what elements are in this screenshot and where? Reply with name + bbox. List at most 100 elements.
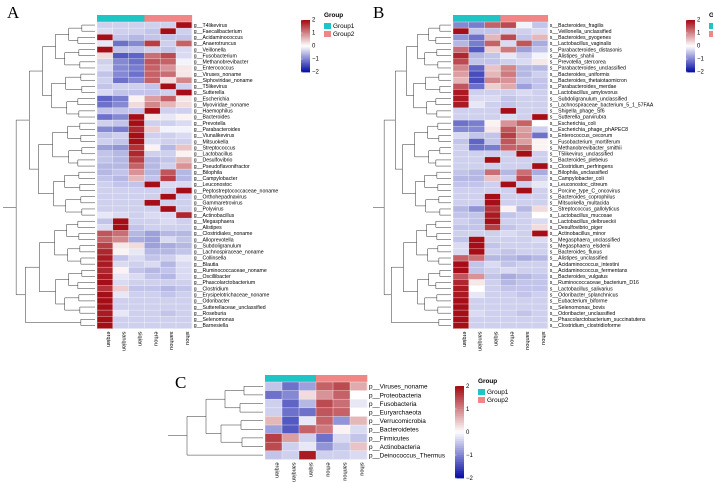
heatmap-cell bbox=[176, 291, 193, 299]
colorbar-segment bbox=[455, 468, 464, 472]
row-label: g__Fusobacterium bbox=[194, 53, 237, 59]
legend-title: Group bbox=[478, 378, 497, 385]
heatmap-cell bbox=[484, 138, 501, 145]
heatmap-cell bbox=[128, 303, 145, 311]
heatmap-cell bbox=[112, 64, 129, 72]
heatmap-cell bbox=[176, 218, 193, 225]
heatmap-cell bbox=[333, 407, 351, 417]
row-label: s__Acidaminococcus_intestini bbox=[550, 262, 619, 268]
heatmap-cell bbox=[484, 224, 501, 231]
heatmap-cell bbox=[176, 46, 193, 53]
colorbar-segment bbox=[301, 23, 310, 26]
heatmap-cell bbox=[144, 107, 161, 115]
colorbar-segment bbox=[455, 461, 464, 465]
heatmap-cell bbox=[468, 22, 485, 29]
colorbar-segment bbox=[686, 48, 695, 51]
heatmap-cell bbox=[176, 224, 193, 231]
colorbar-segment bbox=[686, 65, 695, 68]
heatmap-cell bbox=[500, 316, 517, 323]
legend-swatch-group2 bbox=[478, 397, 485, 403]
heatmap-cell bbox=[484, 150, 501, 158]
heatmap-cell bbox=[144, 22, 161, 29]
heatmap-cell bbox=[468, 297, 485, 305]
heatmap-cell bbox=[532, 113, 549, 121]
heatmap-cell bbox=[97, 77, 114, 84]
heatmap-cell bbox=[144, 34, 161, 41]
heatmap-cell bbox=[144, 181, 161, 188]
heatmap-cell bbox=[144, 224, 161, 231]
heatmap-cell bbox=[282, 425, 300, 434]
heatmap-cell bbox=[468, 303, 485, 311]
colorbar-segment bbox=[301, 39, 310, 42]
heatmap-cell bbox=[112, 224, 129, 231]
heatmap-cell bbox=[128, 71, 145, 78]
heatmap-cell bbox=[468, 95, 485, 102]
heatmap-cell bbox=[112, 273, 129, 280]
heatmap-cell bbox=[128, 248, 145, 256]
heatmap-cell bbox=[97, 236, 114, 243]
heatmap-cell bbox=[176, 22, 193, 29]
heatmap-cell bbox=[112, 113, 129, 121]
heatmap-cell bbox=[128, 156, 145, 164]
colorbar-segment bbox=[301, 42, 310, 44]
column-label: erqian bbox=[105, 332, 111, 348]
heatmap-cell bbox=[453, 89, 470, 96]
heatmap-cell bbox=[453, 101, 470, 109]
heatmap-cell bbox=[516, 273, 533, 280]
colorbar-segment bbox=[455, 418, 464, 421]
row-label: g__Campylobacter bbox=[194, 176, 238, 182]
row-dendrogram bbox=[373, 24, 451, 326]
heatmap-cell bbox=[97, 64, 114, 72]
heatmap-cell bbox=[160, 212, 177, 219]
heatmap-cell bbox=[160, 181, 177, 188]
heatmap-cell bbox=[468, 89, 485, 96]
heatmap-cell bbox=[468, 205, 485, 213]
heatmap-cell bbox=[97, 279, 114, 286]
heatmap-cell bbox=[516, 132, 533, 139]
heatmap-cell bbox=[532, 22, 549, 29]
colorbar: 2 1 0 −1 −2 bbox=[455, 384, 474, 482]
group-annotation-cell bbox=[144, 15, 161, 22]
heatmap-cell bbox=[453, 291, 470, 299]
heatmap-cell bbox=[516, 248, 533, 256]
colorbar-tick-label: 1 bbox=[697, 31, 701, 37]
heatmap-cell bbox=[532, 156, 549, 164]
colorbar: 2 1 0 −1 −2 bbox=[686, 18, 705, 76]
heatmap-cell bbox=[453, 120, 470, 127]
colorbar-segment bbox=[455, 475, 464, 479]
heatmap-cell bbox=[532, 248, 549, 256]
heatmap-cell bbox=[350, 433, 368, 443]
colorbar-segment bbox=[686, 31, 695, 34]
heatmap-cell bbox=[144, 52, 161, 60]
row-label: s__Bacteroides_fluxus bbox=[550, 250, 603, 256]
heatmap-cell bbox=[160, 236, 177, 243]
heatmap-cell bbox=[112, 77, 129, 84]
legend-swatch-group2 bbox=[709, 31, 713, 37]
heatmap-cell bbox=[484, 83, 501, 90]
row-label: s__Escherichia_coli bbox=[550, 121, 596, 127]
heatmap-cell bbox=[265, 433, 283, 443]
heatmap-cell bbox=[112, 101, 129, 109]
heatmap-cell bbox=[484, 156, 501, 164]
heatmap-cell bbox=[299, 382, 317, 391]
row-label: g__Enterococcus bbox=[194, 66, 234, 72]
colorbar-tick-label: 0 bbox=[697, 44, 701, 50]
heatmap-cell bbox=[128, 150, 145, 158]
heatmap-cell bbox=[144, 126, 161, 133]
heatmap-cell bbox=[160, 77, 177, 84]
heatmap-cell bbox=[333, 416, 351, 426]
heatmap-cell bbox=[160, 279, 177, 286]
heatmap-cell bbox=[144, 169, 161, 176]
heatmap-cell bbox=[112, 236, 129, 243]
colorbar-segment bbox=[301, 49, 310, 52]
group-annotation-cell bbox=[468, 15, 485, 22]
heatmap-cell bbox=[176, 89, 193, 96]
heatmap-cell bbox=[500, 285, 517, 293]
heatmap-cell bbox=[468, 169, 485, 176]
heatmap-cell bbox=[97, 322, 114, 329]
heatmap-cell bbox=[532, 273, 549, 280]
heatmap-cell bbox=[484, 40, 501, 47]
colorbar-segment bbox=[686, 61, 695, 64]
heatmap-cell bbox=[468, 120, 485, 127]
heatmap-cell bbox=[453, 52, 470, 60]
